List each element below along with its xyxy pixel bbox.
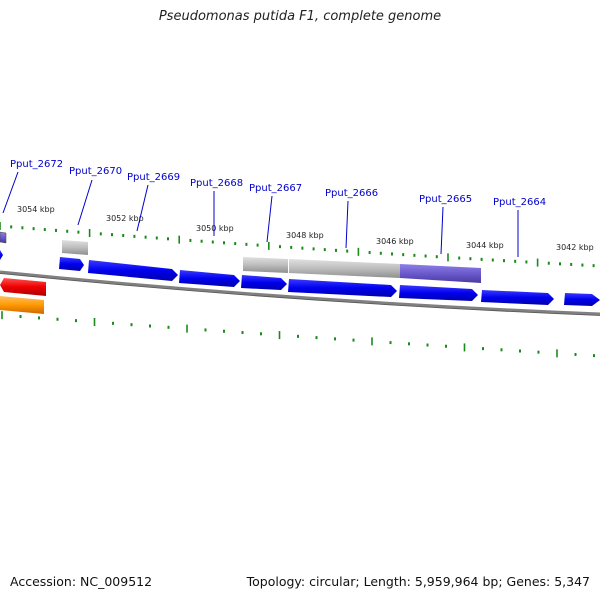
gene-feature[interactable]: [288, 279, 397, 297]
label-leader-line: [345, 200, 349, 249]
gene-feature[interactable]: [400, 264, 481, 283]
map-title: Pseudomonas putida F1, complete genome: [158, 9, 442, 24]
label-leader-line: [136, 184, 149, 232]
kbp-label: 3046 kbp: [376, 237, 414, 246]
gene-feature[interactable]: [88, 260, 178, 281]
gene-label[interactable]: Pput_2665: [419, 194, 472, 205]
gene-label-group: Pput_2672 Pput_2670 Pput_2669 Pput_2668 …: [2, 159, 546, 257]
topology-text: Topology: circular; Length: 5,959,964 bp…: [246, 574, 590, 589]
accession-text: Accession: NC_009512: [10, 574, 153, 589]
gene-feature[interactable]: [0, 296, 44, 314]
label-leader-line: [266, 195, 273, 243]
gene-label[interactable]: Pput_2664: [493, 197, 546, 208]
gene-feature[interactable]: [0, 250, 3, 260]
genome-backbone: [0, 270, 600, 316]
gene-feature[interactable]: [0, 278, 46, 296]
gene-feature[interactable]: [564, 293, 600, 306]
label-leader-line: [440, 206, 444, 255]
kbp-label: 3044 kbp: [466, 241, 504, 250]
gene-feature[interactable]: [62, 240, 88, 255]
label-leader-line: [2, 171, 19, 214]
outer-tick-row: [0, 222, 595, 268]
gene-label[interactable]: Pput_2668: [190, 178, 243, 189]
gene-label[interactable]: Pput_2669: [127, 172, 180, 183]
forward-gene-row: [0, 250, 600, 306]
gene-feature[interactable]: [399, 285, 478, 301]
gene-label[interactable]: Pput_2667: [249, 183, 302, 194]
kbp-label: 3050 kbp: [196, 224, 234, 233]
gene-feature[interactable]: [481, 290, 554, 305]
gene-feature[interactable]: [241, 275, 287, 290]
gene-feature[interactable]: [289, 259, 400, 278]
inner-tick-row: [1, 311, 595, 358]
gene-feature[interactable]: [0, 231, 7, 244]
gene-feature[interactable]: [179, 270, 240, 287]
kbp-label: 3054 kbp: [17, 205, 55, 214]
kbp-label: 3048 kbp: [286, 231, 324, 240]
gene-label[interactable]: Pput_2666: [325, 188, 378, 199]
gene-label[interactable]: Pput_2672: [10, 159, 63, 170]
upper-gene-row: [0, 231, 481, 283]
label-leader-line: [77, 179, 93, 226]
gene-feature[interactable]: [59, 257, 84, 271]
gene-label[interactable]: Pput_2670: [69, 166, 122, 177]
reverse-gene-row: [0, 278, 46, 314]
kbp-label: 3042 kbp: [556, 243, 594, 252]
kbp-label: 3052 kbp: [106, 214, 144, 223]
gene-feature[interactable]: [243, 257, 288, 273]
